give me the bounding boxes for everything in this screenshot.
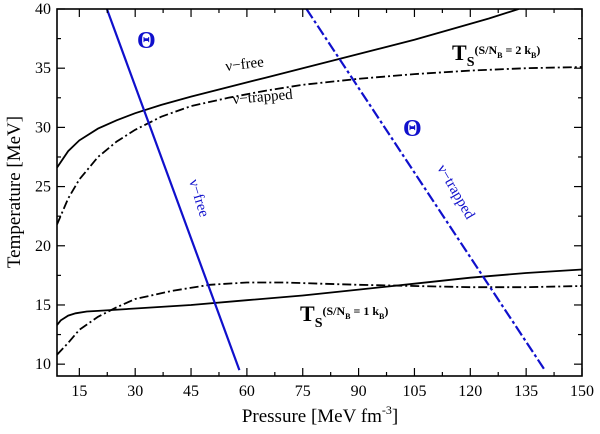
ts2-cond-sub: B [497, 51, 503, 60]
nu-free-blue-label: ν−free [185, 177, 212, 219]
theta-left-label: Θ [137, 28, 156, 54]
x-tick-label: 60 [239, 383, 255, 400]
x-tick-label: 45 [183, 383, 199, 400]
x-axis-label-main: Pressure [MeV fm [242, 406, 382, 427]
ts1-cond-close: ) [384, 304, 388, 318]
axis-ticks: 15 30 45 60 75 90 105 120 135 150 10 15 20 25 30 35 40 [35, 1, 594, 400]
plot-frame [56, 8, 583, 377]
ts2-cond: (S/N [474, 43, 497, 57]
x-axis-label-sup: -3 [382, 403, 392, 417]
ts2-cond-close: ) [536, 43, 540, 57]
ts1-sub: S [315, 316, 323, 331]
x-tick-label: 135 [514, 383, 538, 400]
y-tick-label: 20 [35, 238, 51, 255]
x-tick-label: 150 [570, 383, 594, 400]
y-tick-label: 25 [35, 179, 51, 196]
x-tick-label: 75 [295, 383, 311, 400]
ts2-cond-end: = 2 k [503, 43, 532, 57]
y-tick-label: 40 [35, 1, 51, 18]
series-theta-free [105, 9, 241, 371]
ts1-cond: (S/N [322, 304, 345, 318]
series-ts2-free [57, 9, 519, 169]
ts1-cond-end: = 1 k [351, 304, 380, 318]
nu-free-black-label: ν−free [225, 54, 266, 75]
ts1-t: T [300, 301, 315, 326]
x-tick-label: 15 [71, 383, 87, 400]
ts1-label: TS(S/NB = 1 kB) [300, 301, 388, 331]
y-tick-label: 35 [35, 60, 51, 77]
ts2-t: T [452, 40, 467, 65]
series-ts2-trapped [57, 66, 582, 225]
ts2-cond-k-sub: B [531, 51, 537, 60]
x-tick-label: 30 [127, 383, 143, 400]
ts2-label: TS(S/NB = 2 kB) [452, 40, 540, 70]
y-tick-label: 30 [35, 119, 51, 136]
series-ts1-free [57, 268, 582, 326]
theta-right-label: Θ [403, 116, 422, 142]
x-axis-label-end: ] [392, 406, 398, 427]
y-tick-label: 10 [35, 356, 51, 373]
x-tick-label: 90 [351, 383, 367, 400]
y-axis-label: Temperature [MeV] [4, 116, 25, 268]
series-theta-trapped [305, 9, 546, 371]
ts1-cond-sub: B [345, 312, 351, 321]
ts2-sub: S [467, 55, 475, 70]
x-axis-label: Pressure [MeV fm-3] [242, 403, 398, 427]
series-ts1-trapped [57, 281, 582, 356]
ts1-cond-k-sub: B [379, 312, 385, 321]
x-tick-label: 120 [458, 383, 482, 400]
x-tick-label: 105 [402, 383, 426, 400]
nu-trapped-black-label: ν−trapped [232, 87, 294, 108]
y-tick-label: 15 [35, 297, 51, 314]
plot-curves [57, 9, 582, 371]
